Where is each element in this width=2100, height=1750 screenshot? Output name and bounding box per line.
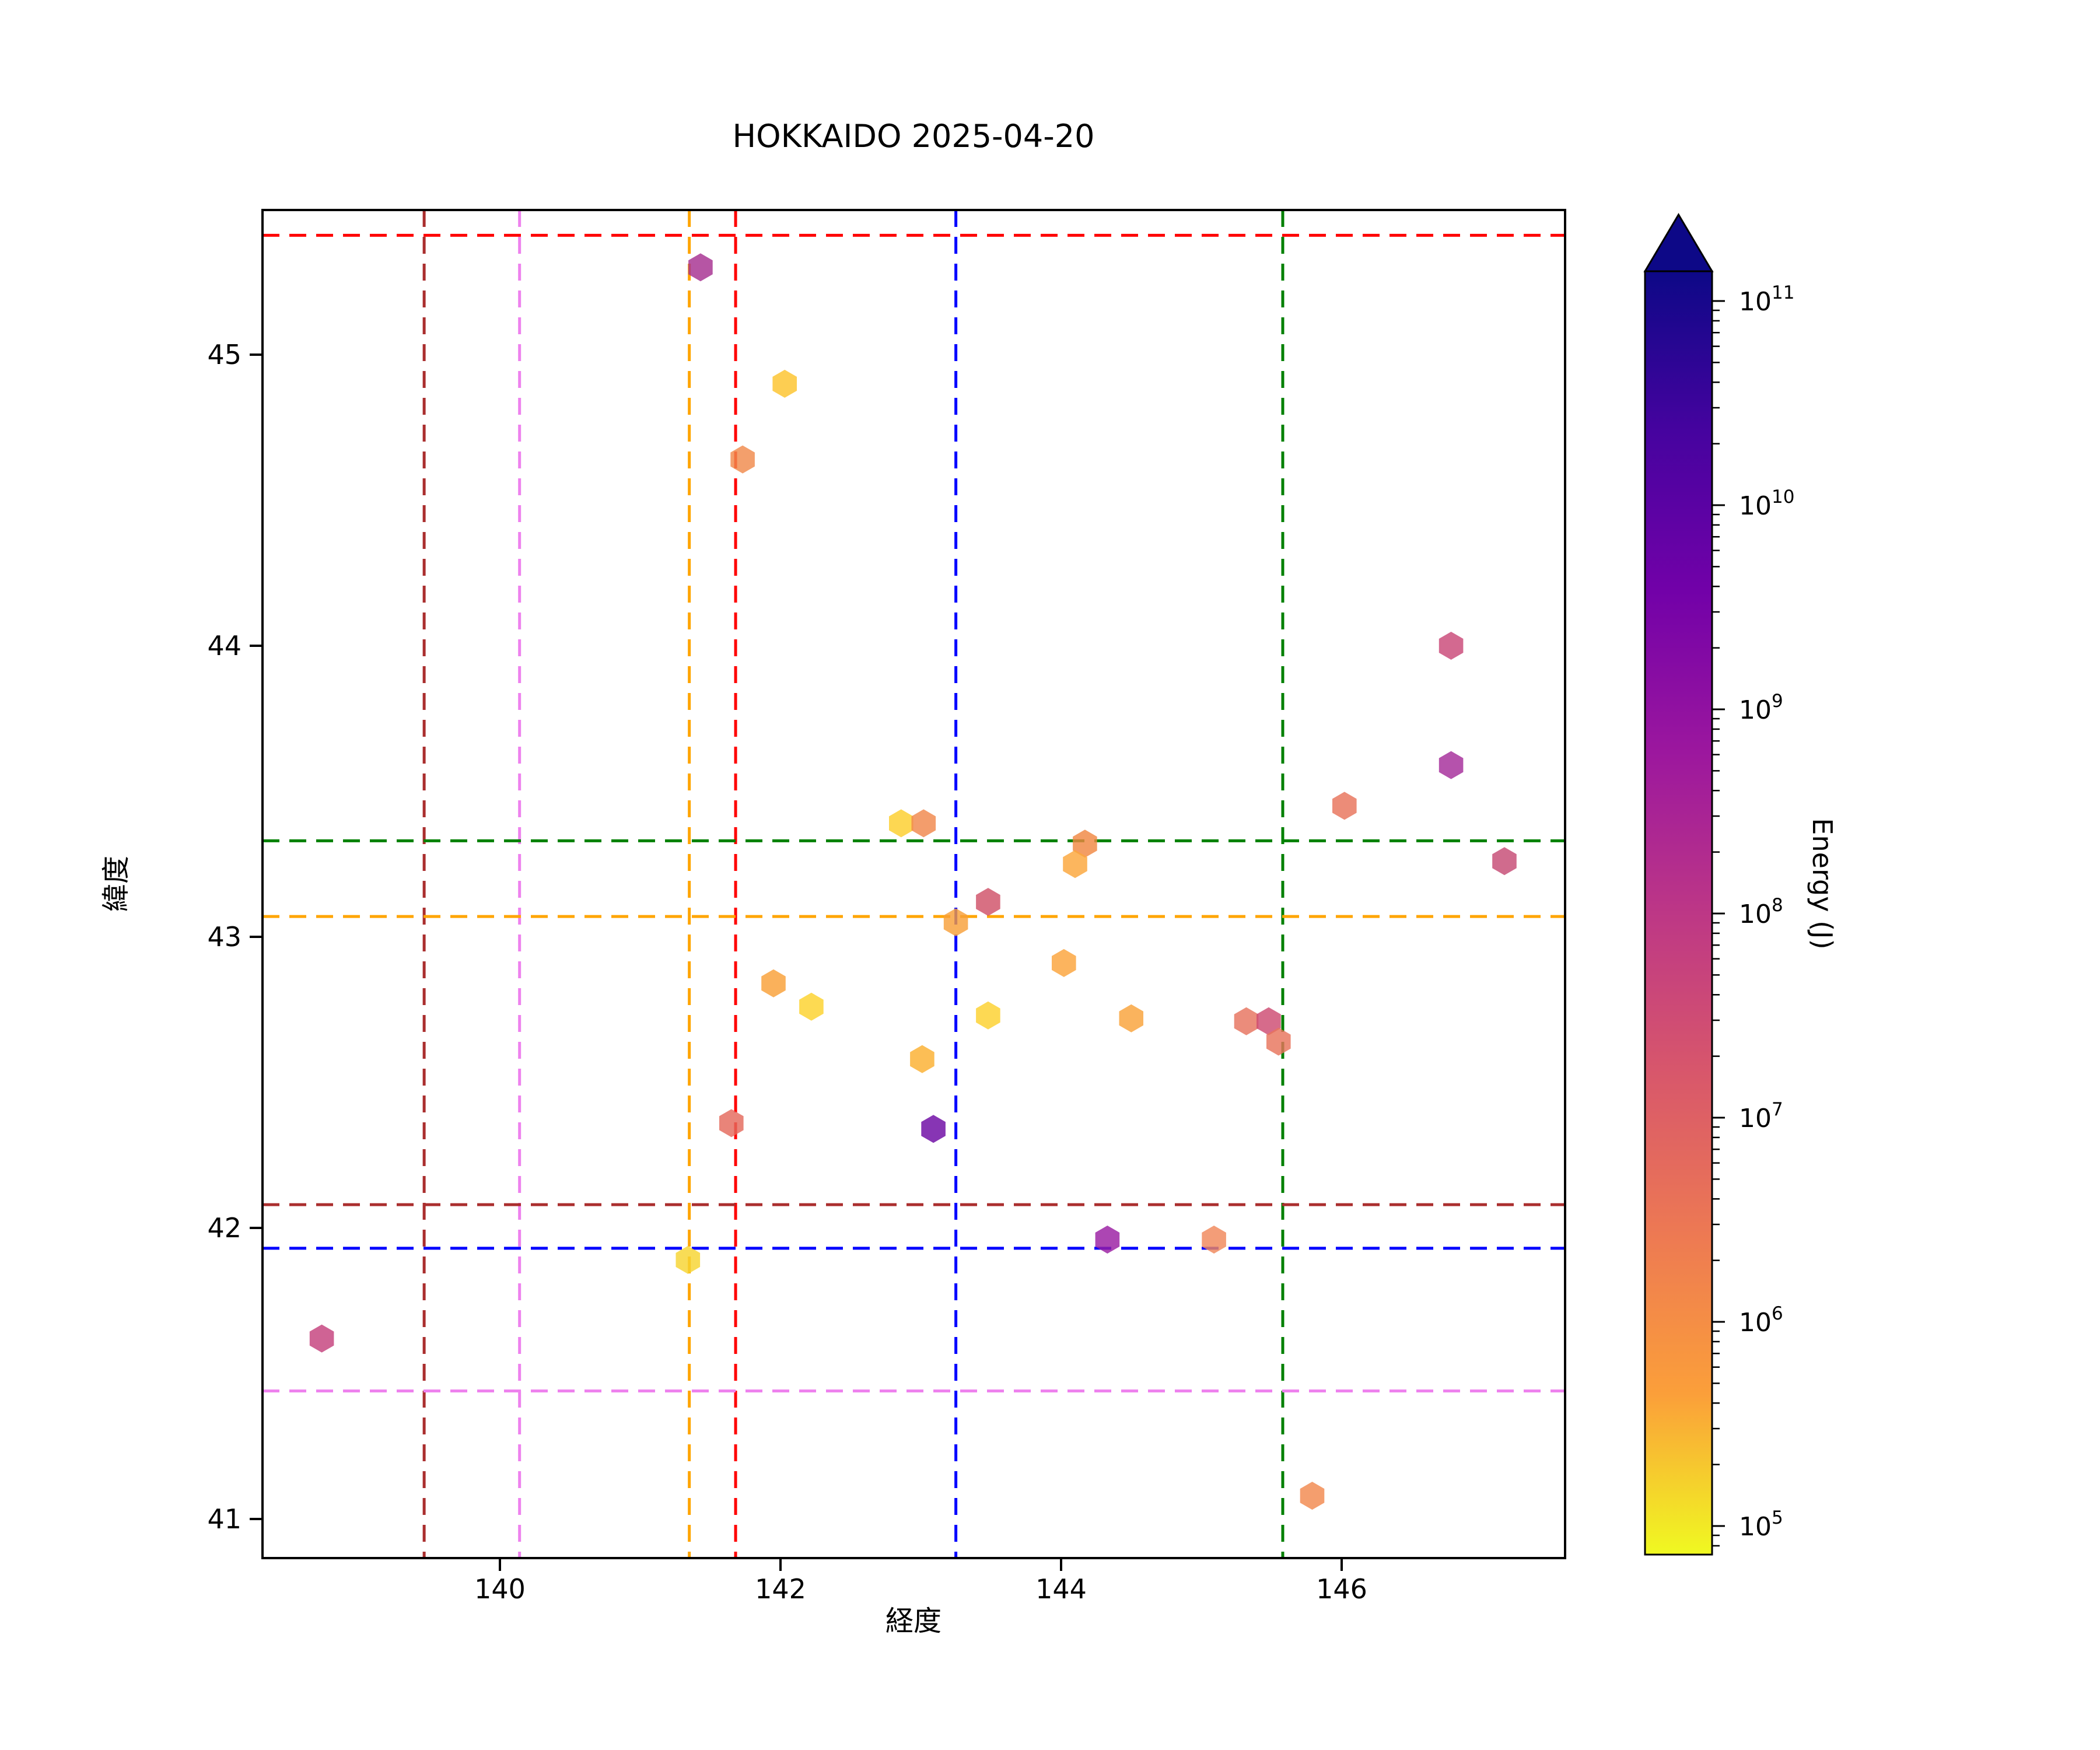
data-point-hexagon	[976, 888, 1000, 916]
data-point-hexagon	[1332, 792, 1357, 820]
data-point-hexagon	[1073, 830, 1097, 858]
data-point-hexagon	[719, 1109, 744, 1138]
data-point-hexagon	[730, 445, 755, 474]
data-point-hexagon	[1492, 847, 1517, 876]
data-point-hexagon	[1202, 1226, 1226, 1254]
scatter-points	[309, 253, 1517, 1510]
data-point-hexagon	[1095, 1226, 1120, 1254]
data-point-hexagon	[799, 992, 824, 1021]
y-tick-label: 44	[207, 630, 242, 662]
colorbar: 105 106 107 108 109 1010 1011	[1643, 213, 1794, 1556]
data-point-hexagon	[1052, 949, 1076, 977]
y-tick-label: 41	[207, 1503, 242, 1535]
data-point-hexagon	[921, 1115, 946, 1143]
colorbar-tick-label: 108	[1739, 895, 1783, 929]
colorbar-gradient-bar	[1644, 270, 1713, 1556]
data-point-hexagon	[889, 809, 914, 838]
data-point-hexagon	[910, 1045, 935, 1073]
data-point-hexagon	[761, 969, 786, 998]
data-point-hexagon	[1266, 1027, 1291, 1056]
data-point-hexagon	[1234, 1007, 1259, 1035]
colorbar-tick-label: 105	[1739, 1507, 1783, 1542]
colorbar-tick-label: 109	[1739, 691, 1783, 725]
data-point-hexagon	[772, 369, 797, 398]
data-point-hexagon	[1438, 751, 1464, 779]
x-tick-label: 142	[755, 1573, 806, 1605]
plot-border	[261, 209, 1566, 1559]
colorbar-tick-label: 106	[1739, 1303, 1783, 1338]
colorbar-extend-arrow	[1643, 213, 1714, 272]
colorbar-label: Energy (J)	[1807, 818, 1838, 949]
data-point-hexagon	[688, 253, 713, 282]
guide-lines	[262, 210, 1565, 1558]
data-point-hexagon	[943, 908, 968, 937]
y-axis-label: 緯度	[100, 856, 132, 912]
data-point-hexagon	[309, 1324, 334, 1353]
x-axis-label: 経度	[886, 1605, 942, 1637]
data-point-hexagon	[911, 809, 936, 838]
x-tick-label: 146	[1316, 1573, 1367, 1605]
x-tick-label: 140	[474, 1573, 526, 1605]
data-point-hexagon	[1119, 1004, 1143, 1032]
chart-title: HOKKAIDO 2025-04-20	[733, 118, 1095, 155]
data-point-hexagon	[676, 1245, 701, 1274]
data-point-hexagon	[1063, 850, 1087, 878]
y-tick-label: 42	[207, 1212, 242, 1244]
data-point-hexagon	[1438, 632, 1464, 660]
colorbar-tick-label: 107	[1739, 1099, 1783, 1133]
y-tick-label: 43	[207, 921, 242, 953]
data-point-hexagon	[976, 1001, 1000, 1030]
colorbar-tick-label: 1010	[1739, 487, 1794, 521]
axes-frame-and-ticks: 140 142 144 146 41 42 43 44 45	[207, 209, 1566, 1605]
y-tick-label: 45	[207, 339, 242, 370]
data-point-hexagon	[1256, 1007, 1281, 1035]
x-tick-label: 144	[1035, 1573, 1087, 1605]
colorbar-tick-label: 1011	[1739, 282, 1794, 317]
data-point-hexagon	[1300, 1482, 1325, 1510]
